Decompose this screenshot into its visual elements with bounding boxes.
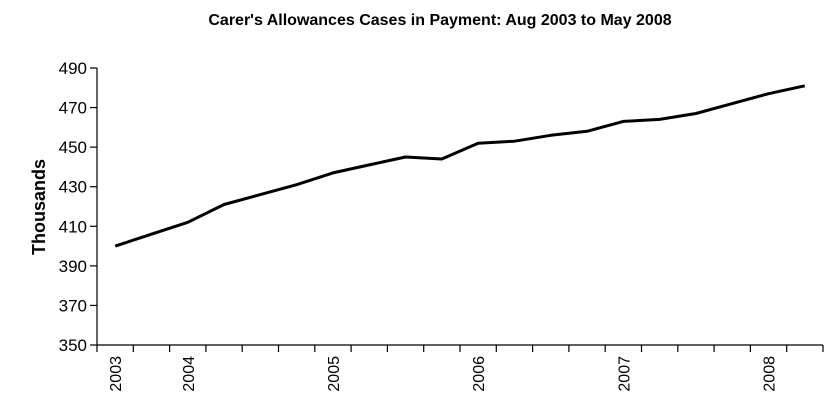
x-axis: 2003 2004 2005 2006 2007 2008 [96,344,824,392]
series-line-0 [114,84,806,248]
y-axis: 350 370 390 410 430 450 470 490 [59,59,98,355]
series-layer [114,84,806,248]
y-tick-label: 350 [59,336,87,355]
x-tick-label: 2003 [108,356,125,392]
x-tick-label: 2004 [181,356,198,392]
x-tick-label: 2008 [762,356,779,392]
y-tick-label: 490 [59,59,87,78]
y-tick-label: 370 [59,296,87,315]
x-tick-label: 2007 [616,356,633,392]
y-axis-label: Thousands [29,159,49,255]
y-tick-label: 450 [59,138,87,157]
y-tick-label: 430 [59,178,87,197]
x-tick-label: 2005 [326,356,343,392]
y-tick-label: 410 [59,217,87,236]
y-tick-label: 470 [59,99,87,118]
y-tick-label: 390 [59,257,87,276]
chart-title: Carer's Allowances Cases in Payment: Aug… [208,12,671,29]
x-tick-label: 2006 [471,356,488,392]
